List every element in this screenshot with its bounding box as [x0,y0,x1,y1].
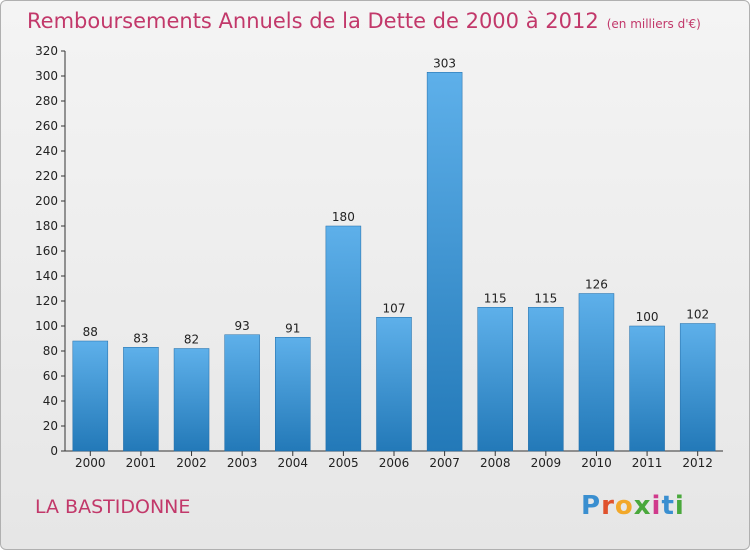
y-tick-label: 220 [35,169,58,183]
bar-value-label: 83 [133,331,148,345]
bar-value-label: 115 [484,291,507,305]
chart-title: Remboursements Annuels de la Dette de 20… [27,9,701,33]
y-tick-label: 140 [35,269,58,283]
y-tick-label: 200 [35,194,58,208]
bar-2001 [123,347,159,452]
x-tick-label: 2005 [328,456,359,470]
y-tick-label: 280 [35,94,58,108]
logo-letter: o [614,491,634,521]
bar-value-label: 82 [184,333,199,347]
x-tick-label: 2001 [126,456,157,470]
bar-2006 [376,317,412,452]
y-tick-label: 160 [35,244,58,258]
x-tick-label: 2010 [581,456,612,470]
bar-value-label: 88 [83,325,98,339]
x-tick-label: 2012 [682,456,713,470]
bar-value-label: 102 [686,308,709,322]
y-tick-label: 20 [43,419,58,433]
logo-letter: r [601,491,615,521]
y-tick-label: 100 [35,319,58,333]
bar-value-label: 115 [534,291,557,305]
y-tick-label: 60 [43,369,58,383]
y-tick-label: 80 [43,344,58,358]
bar-2010 [578,293,615,452]
bar-value-label: 91 [285,321,300,335]
logo-letter: P [581,491,602,521]
y-tick-label: 300 [35,69,58,83]
y-tick-label: 240 [35,144,58,158]
bar-2007 [426,72,463,452]
x-tick-label: 2009 [531,456,562,470]
x-tick-label: 2007 [429,456,460,470]
bar-value-label: 93 [235,319,250,333]
logo-letter: x [633,491,652,521]
chart-unit: (en milliers d'€) [606,17,701,31]
logo-letter: i [674,491,685,521]
x-tick-label: 2000 [75,456,106,470]
bar-2003 [224,334,260,452]
bar-value-label: 100 [636,310,659,324]
bar-value-label: 180 [332,210,355,224]
y-tick-label: 0 [50,444,58,458]
x-tick-label: 2008 [480,456,511,470]
bar-value-label: 126 [585,278,608,292]
bar-2005 [325,225,362,452]
x-tick-label: 2002 [176,456,207,470]
y-tick-label: 40 [43,394,58,408]
bar-2004 [275,337,311,452]
bars [72,72,716,452]
bar-2002 [173,348,210,452]
axes: 0 20 40 60 80 100 120 140 160 180 200 220 240 260 280 3… [35,44,723,470]
y-tick-label: 260 [35,119,58,133]
x-tick-label: 2006 [379,456,410,470]
logo-letter: t [661,491,675,521]
y-tick-label: 120 [35,294,58,308]
bar-2011 [629,325,665,452]
x-tick-label: 2003 [227,456,258,470]
value-labels: 88 83 82 93 91 180 107 303 115 115 126 100 102 [83,56,709,346]
y-tick-label: 180 [35,219,58,233]
bar-2012 [679,323,716,452]
y-tick-label: 320 [35,44,58,58]
bar-value-label: 303 [433,56,456,70]
logo-letter: i [651,491,662,521]
chart-title-text: Remboursements Annuels de la Dette de 20… [27,9,599,33]
x-tick-label: 2011 [632,456,663,470]
bar-2009 [528,307,564,452]
bar-2000 [72,340,109,452]
bar-value-label: 107 [383,301,406,315]
bar-2008 [477,307,513,452]
proxiti-logo: Proxiti [581,491,685,521]
x-tick-label: 2004 [277,456,308,470]
commune-name: LA BASTIDONNE [35,496,191,518]
